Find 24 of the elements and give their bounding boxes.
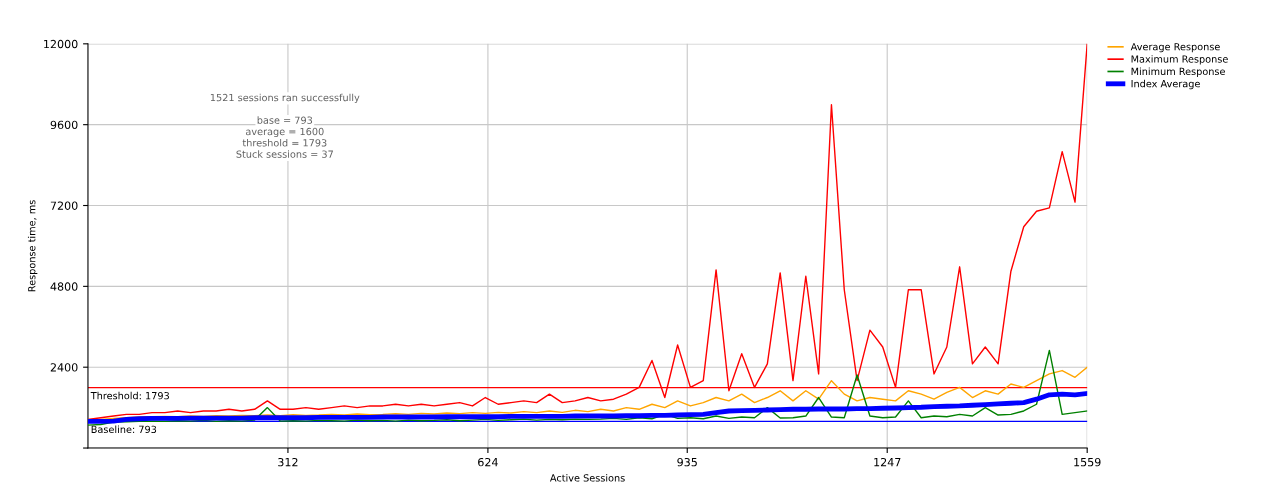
legend-label: Index Average [1131, 79, 1200, 90]
annotation: base = 793 [257, 116, 313, 124]
legend-label: Minimum Response [1131, 67, 1225, 77]
x-axis-title: Active Sessions [549, 474, 625, 482]
x-tick-label: 624 [478, 457, 498, 467]
y-tick-label: 12000 [44, 39, 78, 49]
y-tick-label: 4800 [50, 282, 78, 291]
x-tick-label: 312 [278, 457, 298, 467]
x-tick-label: 1247 [874, 457, 901, 467]
x-tick-label: 1559 [1074, 457, 1101, 467]
y-tick-label: 9600 [50, 120, 78, 130]
y-axis-title: Response time, ms [27, 200, 38, 292]
x-tick-label: 935 [677, 457, 697, 467]
annotation: 1521 sessions ran successfully [210, 93, 360, 104]
annotation: Stuck sessions = 37 [236, 150, 333, 158]
annotation: threshold = 1793 [242, 138, 327, 147]
annotation: average = 1600 [245, 127, 324, 138]
legend-label: Average Response [1130, 43, 1220, 53]
ref-line-label: Threshold: 1793 [90, 391, 169, 400]
line-series [87, 349, 1088, 426]
y-tick-label: 2400 [50, 363, 78, 372]
legend-label: Maximum Response [1131, 55, 1228, 65]
y-tick-label: 7200 [50, 201, 78, 210]
ref-line-label: Baseline: 793 [91, 425, 157, 434]
